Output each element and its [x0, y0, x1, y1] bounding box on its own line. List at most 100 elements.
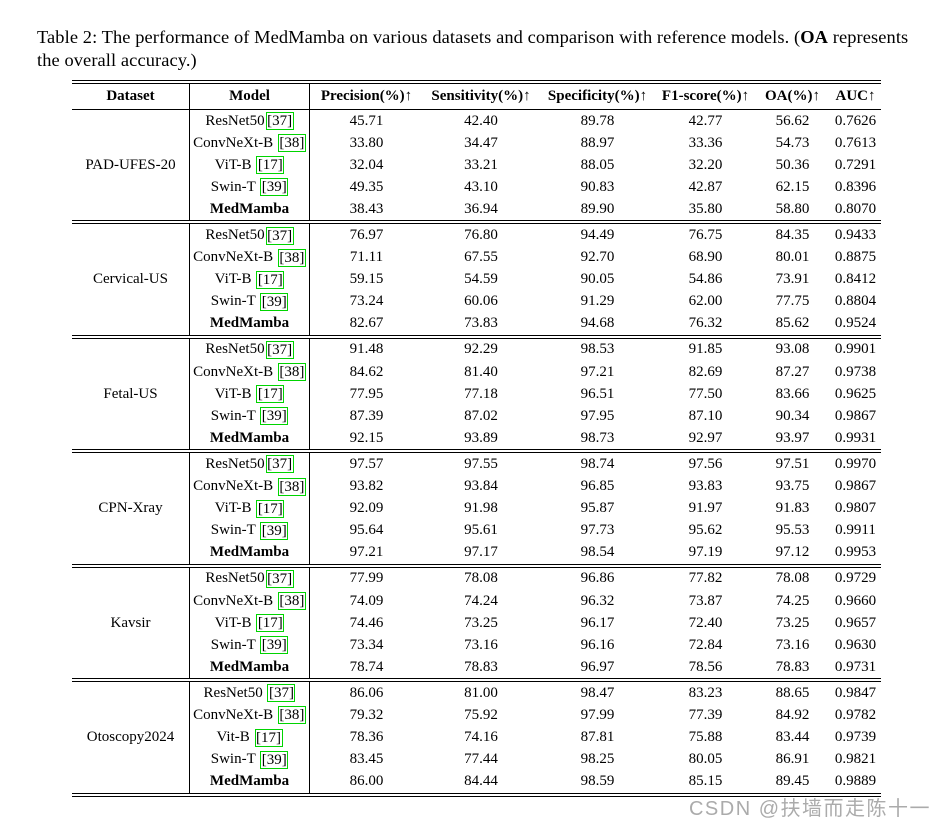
metric-value: 62.15: [775, 178, 810, 195]
metric-value: 88.65: [775, 684, 810, 701]
citation-link[interactable]: [37]: [265, 569, 294, 588]
metric-value: 97.51: [775, 455, 810, 472]
citation-link[interactable]: [17]: [256, 499, 285, 518]
citation-link[interactable]: [39]: [260, 750, 289, 769]
citation-link[interactable]: [17]: [256, 385, 285, 404]
model-label: ViT-B [17]: [190, 154, 310, 177]
metric-value: 89.45: [775, 773, 810, 790]
metric-value: 92.29: [464, 341, 498, 358]
metric-value: 92.97: [688, 429, 723, 446]
metric-value: 93.08: [775, 341, 810, 358]
metric-value: 92.70: [580, 249, 615, 266]
citation-link[interactable]: [37]: [265, 340, 294, 359]
metric-value: 83.66: [775, 385, 810, 402]
citation-link[interactable]: [37]: [265, 455, 294, 474]
metric-value: 81.00: [464, 684, 498, 701]
column-header: Model: [190, 84, 310, 109]
metric-value: 78.56: [688, 658, 723, 675]
metric-value: 35.80: [688, 200, 723, 217]
column-header: Dataset: [72, 84, 190, 109]
model-label: ViT-B [17]: [190, 612, 310, 635]
citation-link[interactable]: [38]: [277, 134, 306, 153]
metric-value: 77.44: [464, 751, 498, 768]
metric-value: 85.62: [775, 315, 810, 332]
metric-value: 77.99: [349, 570, 384, 587]
citation-link[interactable]: [38]: [277, 477, 306, 496]
double-rule: [72, 678, 881, 683]
column-header: Specificity(%)↑: [547, 88, 648, 104]
metric-value: 0.9867: [834, 478, 877, 495]
metric-value: 0.8412: [834, 271, 877, 288]
citation-link[interactable]: [38]: [277, 592, 306, 611]
metric-value: 0.9729: [834, 570, 877, 587]
dataset-label: Otoscopy2024: [72, 682, 190, 793]
citation-link[interactable]: [38]: [277, 706, 306, 725]
citation-link[interactable]: [38]: [277, 248, 306, 267]
metric-value: 74.09: [349, 592, 384, 609]
double-rule: [72, 334, 881, 339]
model-label: ViT-B [17]: [190, 383, 310, 406]
metric-value: 84.35: [775, 227, 810, 244]
metric-value: 0.9847: [834, 684, 877, 701]
citation-link[interactable]: [17]: [254, 728, 283, 747]
column-header: OA(%)↑: [765, 88, 820, 104]
model-label: Swin-T [39]: [190, 748, 310, 771]
citation-link[interactable]: [17]: [256, 156, 285, 175]
metric-value: 59.15: [349, 271, 384, 288]
metric-value: 0.9782: [834, 706, 877, 723]
model-label: ResNet50 [37]: [190, 453, 310, 476]
citation-link[interactable]: [37]: [265, 112, 294, 131]
metric-value: 78.36: [349, 729, 384, 746]
metric-value: 97.57: [349, 455, 384, 472]
model-label: ConvNeXt-B [38]: [190, 475, 310, 498]
dataset-group: PAD-UFES-20 ResNet50 [37] 45.71 42.40 89.78 42…: [72, 110, 881, 221]
citation-link[interactable]: [39]: [260, 407, 289, 426]
metric-value: 74.24: [464, 592, 498, 609]
dataset-group: Otoscopy2024 ResNet50 [37] 86.06 81.00 98.47…: [72, 682, 881, 793]
citation-link[interactable]: [39]: [260, 636, 289, 655]
citation-link[interactable]: [37]: [265, 226, 294, 245]
metric-value: 73.87: [688, 592, 723, 609]
citation-link[interactable]: [39]: [260, 178, 289, 197]
metric-value: 87.81: [580, 729, 615, 746]
metric-value: 85.15: [688, 773, 723, 790]
metric-value: 71.11: [349, 249, 384, 266]
citation-link[interactable]: [37]: [267, 684, 296, 703]
metric-value: 54.73: [775, 134, 810, 151]
metric-value: 86.06: [349, 684, 384, 701]
metric-value: 93.89: [464, 429, 498, 446]
citation-link[interactable]: [39]: [260, 292, 289, 311]
metric-value: 73.25: [775, 614, 810, 631]
metric-value: 84.92: [775, 706, 810, 723]
metric-value: 83.45: [349, 751, 384, 768]
metric-value: 42.40: [464, 112, 498, 129]
metric-value: 96.51: [580, 385, 615, 402]
metric-value: 33.36: [688, 134, 723, 151]
citation-link[interactable]: [38]: [277, 363, 306, 382]
metric-value: 91.97: [688, 500, 723, 517]
citation-link[interactable]: [17]: [256, 270, 285, 289]
metric-value: 79.32: [349, 706, 384, 723]
metric-value: 34.47: [464, 134, 498, 151]
metric-value: 78.83: [464, 658, 498, 675]
model-label: ConvNeXt-B [38]: [190, 589, 310, 613]
metric-value: 77.50: [688, 385, 723, 402]
metric-value: 73.91: [775, 271, 810, 288]
metric-value: 76.75: [688, 227, 723, 244]
citation-link[interactable]: [17]: [256, 614, 285, 633]
metric-value: 93.75: [775, 478, 810, 495]
metric-value: 33.21: [464, 156, 498, 173]
metric-value: 82.69: [688, 363, 723, 380]
model-label: ViT-B [17]: [190, 497, 310, 520]
model-label: ConvNeXt-B [38]: [190, 246, 310, 269]
metric-value: 0.9911: [835, 522, 876, 539]
metric-value: 97.12: [775, 544, 810, 561]
metric-value: 98.47: [580, 684, 615, 701]
metric-value: 33.80: [349, 134, 384, 151]
model-label: ResNet50 [37]: [190, 567, 310, 590]
metric-value: 0.9970: [834, 455, 877, 472]
metric-value: 0.9867: [834, 407, 877, 424]
metric-value: 42.77: [688, 112, 723, 129]
dataset-group: Cervical-US ResNet50 [37] 76.97 76.80 94.49 76…: [72, 224, 881, 335]
citation-link[interactable]: [39]: [260, 521, 289, 540]
